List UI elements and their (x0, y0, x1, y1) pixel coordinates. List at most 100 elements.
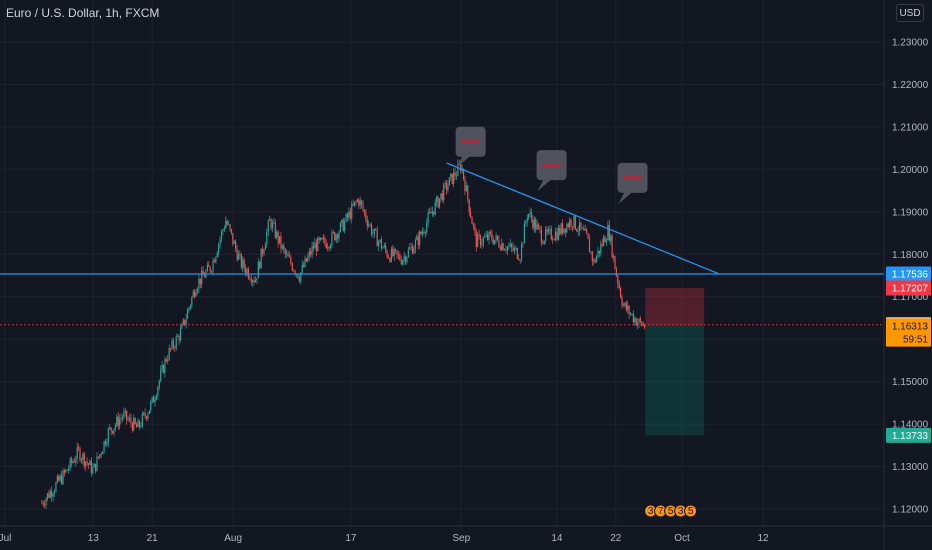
candle-body (499, 246, 501, 250)
candle-body (489, 231, 492, 234)
candle-body (168, 348, 170, 360)
candle-body (65, 469, 67, 473)
price-tag-label: 59:51 (903, 335, 928, 346)
candle-body (339, 222, 342, 232)
candle-body (79, 448, 81, 461)
candle-body (454, 172, 456, 177)
candle-body (107, 428, 109, 443)
candle-body (288, 256, 291, 258)
candle-body (407, 249, 409, 257)
candle-body (80, 459, 83, 461)
candle-body (223, 228, 225, 230)
candle-body (523, 223, 525, 244)
candle-body (341, 219, 343, 223)
candle-body (467, 185, 469, 200)
candle-body (604, 237, 606, 243)
candle-body (612, 255, 615, 258)
price-tag-label: 1.16313 (892, 321, 929, 332)
candle-body (419, 231, 421, 245)
candle-body (586, 229, 588, 234)
candle-body (482, 237, 484, 244)
candle-body (66, 469, 68, 471)
candle-body (63, 470, 66, 473)
candle-body (440, 193, 442, 199)
price-tick-label: 1.13000 (892, 462, 929, 473)
candle-body (242, 259, 244, 268)
time-tick-label: Oct (674, 533, 690, 544)
candle-body (375, 228, 377, 231)
candle-body (181, 324, 183, 329)
candle-body (270, 219, 272, 229)
time-tick-label: Sep (452, 533, 470, 544)
time-axis[interactable]: Jul 13 21 Aug 17 Sep 14 22 Oct 12 (0, 525, 932, 544)
candle-body (537, 224, 540, 227)
candle-body (148, 410, 150, 414)
candle-body (590, 251, 592, 253)
candle-body (263, 249, 265, 254)
candle-body (574, 216, 576, 230)
symbol-title[interactable]: Euro / U.S. Dollar, 1h, FXCM (6, 6, 160, 20)
candle-body (344, 221, 346, 232)
candle-body (349, 211, 351, 219)
candle-body (545, 229, 547, 241)
candle-body (486, 234, 489, 240)
candle-body (157, 387, 159, 397)
candle-body (216, 252, 218, 257)
candle-body (622, 305, 625, 307)
candle-body (184, 319, 186, 325)
candle-body (387, 257, 390, 259)
candle-body (55, 482, 57, 492)
price-tick-label: 1.20000 (892, 165, 929, 176)
candle-body (494, 239, 496, 245)
candle-body (243, 259, 245, 269)
candle-body (632, 313, 634, 322)
candle-body (61, 475, 63, 484)
time-tick-label: Aug (224, 533, 242, 544)
candle-body (208, 264, 210, 268)
candle-body (144, 412, 146, 417)
candle-body (365, 212, 367, 220)
candle-body (114, 424, 116, 429)
candle-body (441, 193, 443, 201)
candle-body (199, 278, 201, 285)
candle-body (393, 249, 395, 257)
candle-body (362, 204, 364, 211)
candle-body (539, 226, 541, 230)
candle-body (358, 199, 360, 206)
candle-body (479, 235, 482, 246)
candle-body (266, 231, 268, 245)
candle-body (540, 229, 542, 243)
candle-body (576, 229, 578, 232)
candle-body (186, 310, 189, 319)
candle-body (124, 410, 126, 413)
price-tick-label: 1.21000 (892, 122, 929, 133)
candle-body (131, 423, 133, 431)
price-tick-label: 1.15000 (892, 377, 929, 388)
candle-body (512, 247, 514, 251)
candle-body (312, 246, 315, 249)
candle-body (174, 347, 176, 349)
candle-body (203, 275, 206, 278)
candle-body (331, 232, 333, 246)
candle-body (359, 200, 361, 206)
drawing-overlays[interactable] (0, 126, 884, 436)
candle-body (492, 239, 494, 245)
candle-body (583, 228, 585, 231)
currency-button[interactable]: USD (896, 4, 924, 22)
candle-body (264, 244, 267, 250)
candle-body (530, 212, 533, 219)
candle-body (366, 219, 368, 226)
candle-body (128, 417, 131, 420)
candle-body (158, 380, 160, 388)
candle-body (431, 211, 434, 214)
candle-body (501, 243, 503, 250)
candle-body (44, 504, 46, 506)
candle-body (433, 211, 435, 215)
candle-body (525, 221, 527, 224)
candle-body (76, 447, 78, 460)
candle-body (68, 468, 70, 471)
candle-body (232, 232, 234, 244)
candle-body (542, 242, 544, 244)
